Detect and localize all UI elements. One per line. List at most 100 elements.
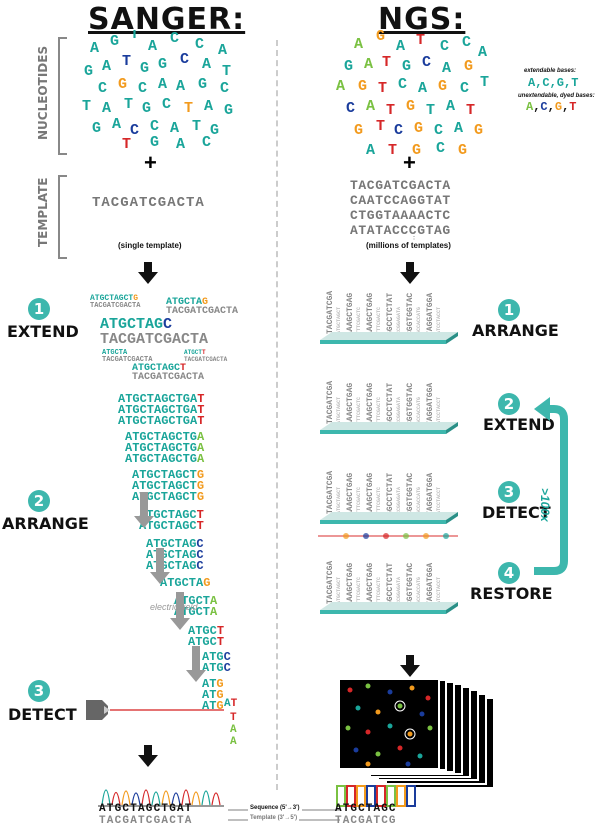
svg-text:A: A (354, 36, 363, 53)
svg-text:G: G (376, 30, 385, 45)
svg-text:GGCCTCTAT: GGCCTCTAT (386, 293, 395, 336)
svg-text:ATCCTACCT: ATCCTACCT (436, 307, 442, 334)
sanger-sequence-bottom: TACGATCGACTA (99, 815, 193, 827)
nucleotides-label: NUCLEOTIDES (36, 45, 50, 140)
ngs-arrow-2 (400, 655, 420, 677)
svg-text:A: A (336, 78, 345, 95)
svg-text:A: A (102, 100, 111, 117)
svg-text:ATGCTAGC: ATGCTAGC (146, 559, 204, 573)
svg-text:A: A (170, 120, 179, 137)
svg-text:ATG: ATG (202, 677, 224, 691)
sanger-plus: + (144, 150, 157, 175)
svg-text:G: G (140, 60, 149, 77)
svg-text:G: G (344, 58, 353, 75)
svg-text:ATGCTAGCTGA: ATGCTAGCTGA (125, 430, 205, 444)
svg-text:ATGCTAGCTGA: ATGCTAGCTGA (125, 441, 205, 455)
ngs-step-4-num: 4 (498, 562, 520, 584)
svg-text:C: C (180, 51, 189, 68)
svg-text:T: T (388, 142, 397, 159)
svg-text:T: T (230, 712, 237, 724)
svg-text:A: A (112, 116, 121, 133)
svg-text:ATGCTAGCTGAT: ATGCTAGCTGAT (118, 403, 204, 417)
svg-text:T: T (82, 98, 91, 115)
svg-text:A: A (446, 98, 455, 115)
svg-text:C: C (462, 34, 471, 51)
restore-loop-arrow (534, 397, 568, 575)
svg-text:A: A (366, 98, 375, 115)
svg-text:ATGCTAG: ATGCTAG (160, 576, 210, 590)
svg-text:G: G (402, 58, 411, 75)
sanger-arrow-1 (138, 262, 158, 284)
svg-text:G: G (210, 122, 219, 139)
ngs-ellipsis: ⋮ (410, 232, 418, 241)
svg-text:TAGGATGGA: TAGGATGGA (426, 293, 435, 336)
svg-text:T: T (222, 63, 231, 80)
sanger-chromatogram (98, 789, 224, 807)
svg-text:ATGCTAGC: ATGCTAGC (146, 537, 204, 551)
svg-text:GCCACCATG: GCCACCATG (416, 307, 422, 334)
ngs-step-2-num: 2 (498, 393, 520, 415)
svg-text:A,C,G,T: A,C,G,T (526, 100, 576, 114)
svg-text:G: G (142, 100, 151, 117)
svg-text:AAAGCTGAG: AAAGCTGAG (366, 293, 375, 336)
svg-text:ATGCTAGCT: ATGCTAGCT (132, 363, 186, 374)
template-direction-label: Template (3'→5') (248, 815, 300, 821)
svg-text:C: C (434, 122, 443, 139)
svg-text:C: C (150, 118, 159, 135)
sanger-sequence-top: ATGCTAGCTGAT (99, 803, 193, 815)
svg-text:C: C (220, 80, 229, 97)
ngs-template-2: CAATCCAGGTAT (350, 193, 451, 208)
svg-text:T: T (382, 54, 391, 71)
sanger-step-3-num: 3 (28, 680, 50, 702)
svg-text:A: A (478, 44, 487, 61)
svg-text:A: A (454, 120, 463, 137)
ngs-template-caption: (millions of templates) (366, 241, 451, 250)
svg-text:G: G (84, 63, 93, 80)
svg-text:C: C (440, 38, 449, 55)
svg-text:C: C (394, 122, 403, 139)
svg-text:ATGCTT: ATGCTT (184, 349, 206, 356)
ngs-step-3-label: DETECT (482, 503, 551, 522)
legend-unextendable-bases: A,C,G,T (526, 100, 576, 114)
svg-text:TACGATCGACTA: TACGATCGACTA (102, 356, 153, 364)
ngs-template-3: CTGGTAAAACTC (350, 208, 451, 223)
svg-text:G: G (358, 78, 367, 95)
svg-text:ATGCTAGCT: ATGCTAGCT (336, 307, 342, 334)
ngs-step-1-num: 1 (498, 299, 520, 321)
svg-text:ATGCTA: ATGCTA (174, 605, 218, 619)
svg-text:AT: AT (224, 698, 238, 710)
svg-text:A: A (442, 60, 451, 77)
ngs-sequence-bottom: TACGATCG (335, 815, 397, 827)
svg-text:G: G (224, 102, 233, 119)
svg-text:C: C (436, 140, 445, 157)
center-divider (276, 40, 278, 790)
svg-text:ATGCTAGCTG: ATGCTAGCTG (132, 490, 204, 504)
svg-text:G: G (158, 56, 167, 73)
svg-text:T: T (466, 102, 475, 119)
svg-text:C: C (398, 76, 407, 93)
ngs-template-4: ATATACCCGTAG (350, 223, 451, 238)
svg-text:G: G (118, 76, 127, 93)
sanger-step-2-num: 2 (28, 490, 50, 512)
legend-unextendable-label: unextendable, dyed bases: (518, 93, 595, 99)
svg-text:ATGCTAGCTGAT: ATGCTAGCTGAT (118, 414, 204, 428)
svg-text:C: C (170, 30, 179, 47)
svg-text:ATGCTAGCTGAT: ATGCTAGCTGAT (118, 392, 204, 406)
svg-text:G: G (354, 122, 363, 139)
svg-text:C: C (130, 122, 139, 139)
svg-text:G: G (438, 78, 447, 95)
svg-text:C: C (422, 54, 431, 71)
svg-text:G: G (110, 33, 119, 50)
svg-text:T: T (378, 80, 387, 97)
svg-text:A: A (418, 80, 427, 97)
svg-text:G: G (464, 58, 473, 75)
svg-text:G: G (474, 122, 483, 139)
svg-text:TACGATCGACTA: TACGATCGACTA (132, 372, 204, 380)
svg-text:T: T (130, 30, 139, 43)
svg-text:T: T (122, 53, 131, 70)
svg-text:TACGATCGA: TACGATCGA (326, 291, 335, 334)
svg-text:CCGGAGATA: CCGGAGATA (396, 307, 402, 334)
svg-text:ATGCT: ATGCT (188, 635, 224, 649)
template-label: TEMPLATE (36, 177, 50, 247)
svg-text:ATGCTAGCTGA: ATGCTAGCTGA (125, 452, 205, 466)
